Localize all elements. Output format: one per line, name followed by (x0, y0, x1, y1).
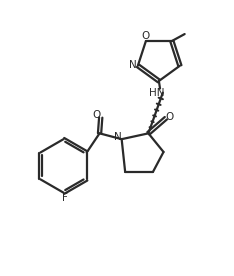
Text: N: N (129, 60, 137, 70)
Text: O: O (165, 112, 174, 122)
Text: F: F (62, 193, 68, 203)
Text: O: O (141, 31, 149, 41)
Text: N: N (114, 132, 122, 142)
Text: HN: HN (149, 88, 165, 98)
Text: O: O (92, 110, 100, 120)
